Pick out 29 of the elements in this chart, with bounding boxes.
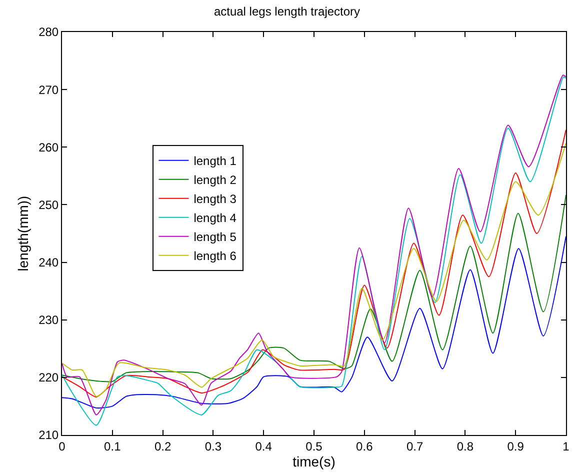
x-tick-label: 0.5 (306, 439, 323, 454)
y-tick-label: 280 (38, 25, 59, 40)
legend-label: length 6 (194, 249, 237, 264)
y-tick-label: 220 (38, 370, 59, 385)
y-tick-label: 250 (38, 198, 59, 212)
line-series (62, 194, 566, 382)
y-tick-label: 270 (38, 82, 59, 97)
legend-label: length 3 (194, 192, 237, 206)
x-tick-label: 0.7 (406, 439, 424, 454)
y-axis-title: length(mm)) (15, 196, 32, 272)
y-tick-label: 210 (38, 428, 59, 442)
y-tick-label: 230 (38, 313, 59, 328)
x-tick-label: 0.2 (154, 439, 172, 454)
x-axis-title: time(s) (292, 454, 336, 470)
chart-title: actual legs length trajectory (214, 4, 360, 19)
legend-label: length 5 (194, 230, 237, 244)
x-tick-label: 1 (562, 439, 570, 454)
y-tick-label: 240 (38, 255, 59, 270)
x-tick-label: 0.3 (204, 439, 222, 454)
x-tick-label: 0.6 (356, 439, 374, 454)
x-tick-label: 0 (58, 439, 66, 454)
legend-label: length 2 (194, 173, 237, 188)
legend-label: length 1 (194, 154, 237, 168)
x-tick-label: 0.1 (104, 439, 122, 454)
legend-label: length 4 (194, 211, 237, 226)
x-tick-label: 0.4 (255, 439, 272, 454)
y-tick-label: 260 (38, 140, 59, 154)
x-tick-label: 0.9 (507, 439, 524, 454)
x-tick-label: 0.8 (456, 439, 474, 454)
